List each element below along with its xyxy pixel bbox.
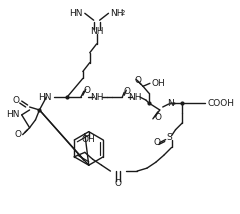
Text: NH: NH (90, 27, 103, 36)
Text: OH: OH (82, 135, 96, 144)
Text: O: O (83, 86, 90, 95)
Text: O: O (124, 87, 131, 96)
Text: COOH: COOH (207, 99, 234, 108)
Text: NH: NH (110, 9, 124, 18)
Text: S: S (167, 133, 173, 142)
Text: O: O (135, 76, 142, 85)
Text: O: O (154, 138, 161, 147)
Text: HN: HN (6, 110, 20, 119)
Text: NH: NH (128, 93, 142, 102)
Text: O: O (15, 130, 22, 139)
Text: N: N (167, 99, 174, 108)
Text: O: O (154, 113, 161, 122)
Text: OH: OH (152, 79, 166, 88)
Text: HN: HN (38, 93, 51, 102)
Text: O: O (13, 96, 20, 105)
Text: 2: 2 (120, 10, 125, 16)
Text: O: O (115, 179, 122, 189)
Text: HN: HN (69, 9, 83, 18)
Text: NH: NH (90, 93, 103, 102)
